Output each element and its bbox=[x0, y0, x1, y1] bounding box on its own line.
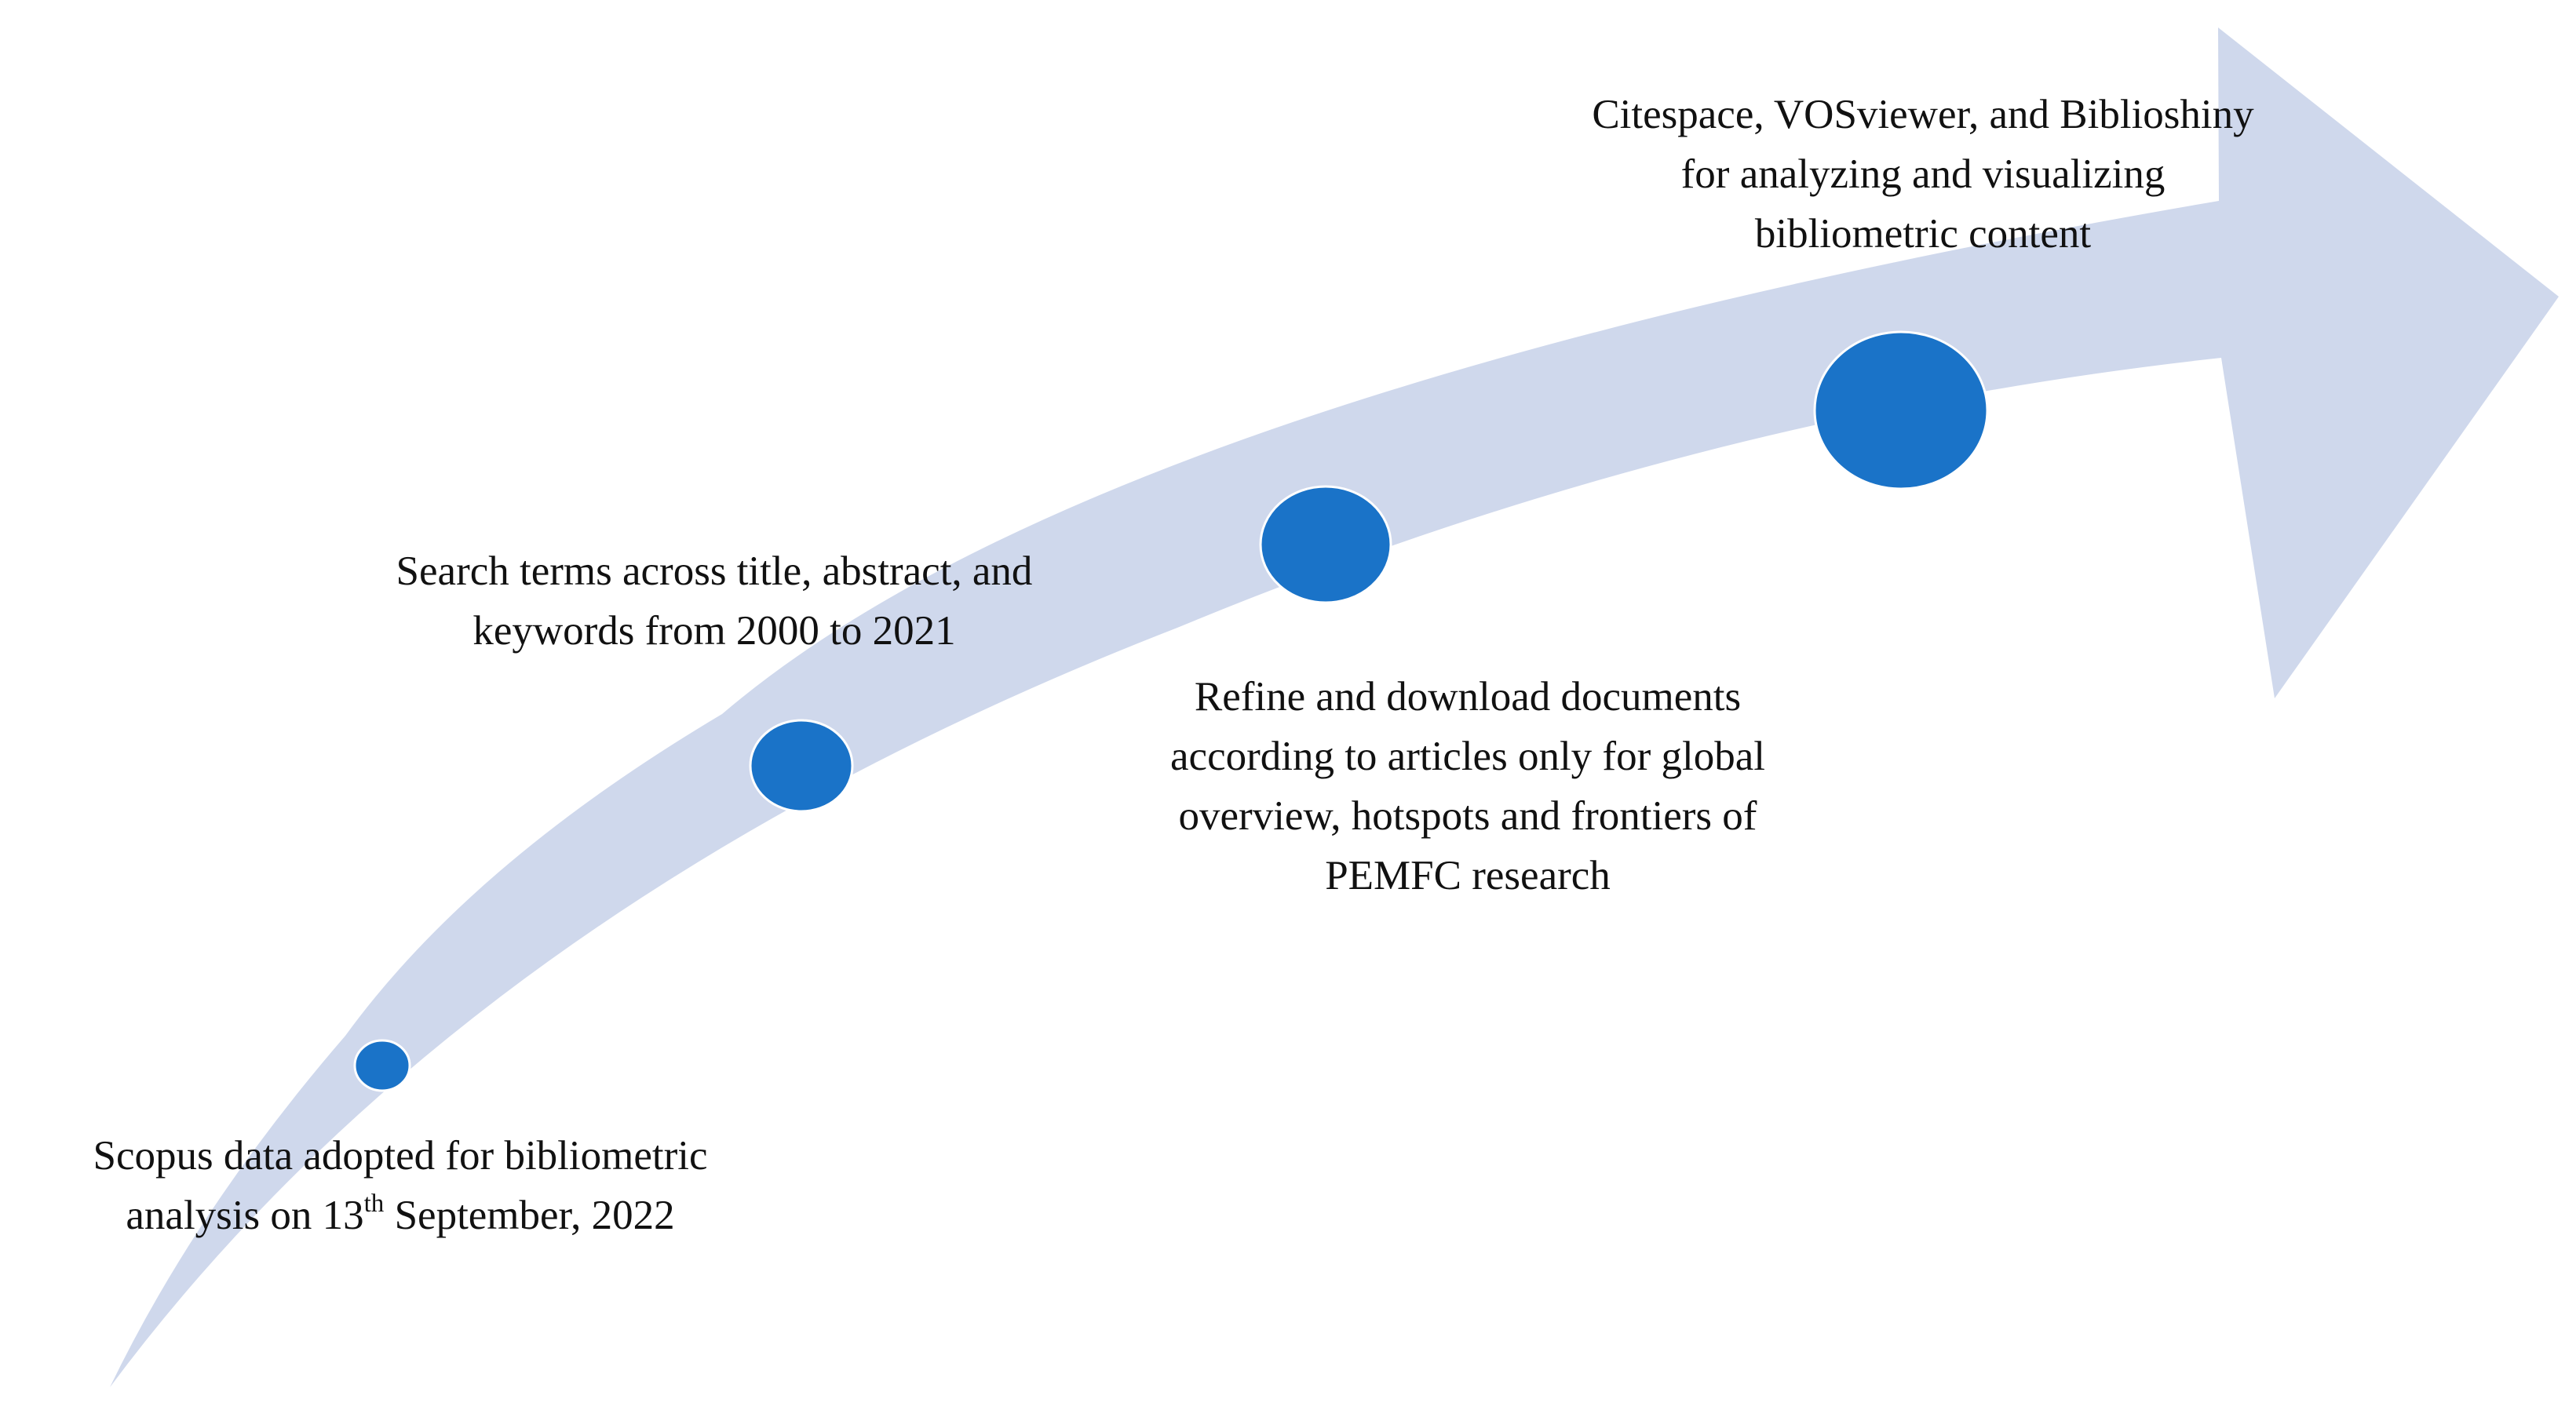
step-1-line-2-text: analysis on 13 bbox=[126, 1193, 364, 1238]
step-3-line-4: PEMFC research bbox=[1325, 853, 1611, 898]
step-1-line-2-rest: September, 2022 bbox=[384, 1193, 675, 1238]
milestone-node-3 bbox=[1259, 485, 1392, 604]
step-2-line-1: Search terms across title, abstract, and bbox=[396, 548, 1033, 594]
step-3-label: Refine and download documents according … bbox=[1083, 667, 1852, 905]
step-1-line-2: analysis on 13th September, 2022 bbox=[24, 1186, 777, 1245]
milestone-node-2 bbox=[749, 719, 854, 813]
step-2-line-2: keywords from 2000 to 2021 bbox=[473, 608, 956, 654]
ordinal-suffix: th bbox=[363, 1190, 385, 1218]
step-3-line-2: according to articles only for global bbox=[1170, 734, 1765, 779]
step-2-label: Search terms across title, abstract, and… bbox=[322, 541, 1107, 661]
step-4-label: Citespace, VOSviewer, and Biblioshiny fo… bbox=[1491, 85, 2355, 264]
step-1-line-1: Scopus data adopted for bibliometric bbox=[93, 1133, 708, 1179]
step-4-line-2: for analyzing and visualizing bbox=[1680, 151, 2166, 197]
step-3-line-3: overview, hotspots and frontiers of bbox=[1178, 793, 1757, 839]
step-1-label: Scopus data adopted for bibliometric ana… bbox=[24, 1126, 777, 1245]
milestone-node-1 bbox=[353, 1039, 411, 1092]
step-4-line-3: bibliometric content bbox=[1754, 211, 2092, 257]
step-3-line-1: Refine and download documents bbox=[1194, 674, 1742, 720]
milestone-node-4 bbox=[1813, 330, 1989, 490]
step-4-line-1: Citespace, VOSviewer, and Biblioshiny bbox=[1592, 92, 2254, 137]
